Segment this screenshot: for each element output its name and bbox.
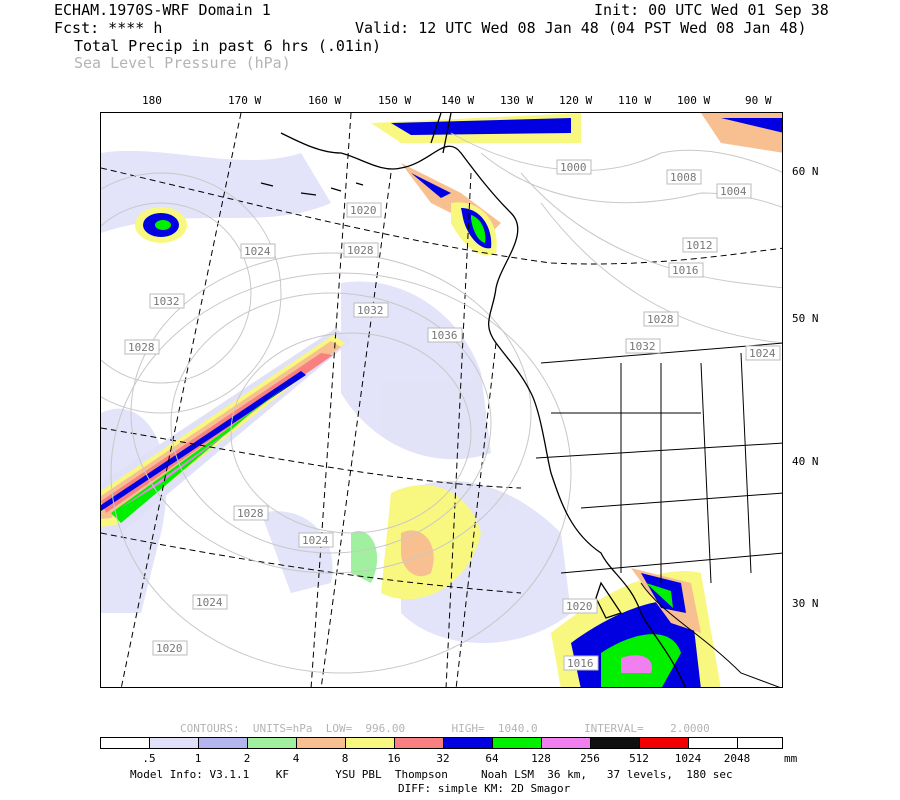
alaska-coast-precip [371,113,782,256]
isobar-label: 1028 [647,313,674,326]
isobar-label: 1016 [567,657,594,670]
lon-label: 100 W [677,94,711,107]
lon-label: 180 [142,94,162,107]
colorbar-swatch [541,737,591,749]
aleutian-precip-cell [135,207,187,243]
isobar-label: 1016 [672,264,699,277]
colorbar-swatch [688,737,738,749]
baja-precip-system [551,568,721,687]
isobar-label: 1024 [749,347,776,360]
map-panel[interactable]: 1000 1008 1004 1012 1016 1020 1024 1028 … [100,112,783,688]
colorbar-value: 2048 [723,752,751,765]
colorbar-value: 1 [194,752,202,765]
colorbar-swatch [100,737,150,749]
colorbar-value: 64 [485,752,499,765]
field-slp-title: Sea Level Pressure (hPa) [74,54,291,72]
isobar-label: 1008 [670,171,697,184]
isobar-label: 1028 [128,341,155,354]
colorbar-value: 32 [436,752,450,765]
isobar-label: 1020 [350,204,377,217]
lat-label: 30 N [792,597,819,610]
isobar-label: 1024 [244,245,271,258]
lon-label: 140 W [441,94,475,107]
lat-label: 40 N [792,455,819,468]
colorbar-swatch [198,737,248,749]
colorbar-swatch [639,737,689,749]
coastlines [260,113,686,687]
lon-label: 160 W [308,94,342,107]
isobar-label: 1020 [566,600,593,613]
field-precip-title: Total Precip in past 6 hrs (.01in) [74,37,382,55]
colorbar-swatch [296,737,346,749]
colorbar-swatch [149,737,199,749]
colorbar-swatch [247,737,297,749]
isobar-label: 1012 [686,239,713,252]
lon-label: 150 W [378,94,412,107]
isobar-label: 1004 [720,185,747,198]
colorbar-swatch [492,737,542,749]
diff-info: DIFF: simple KM: 2D Smagor [398,782,571,795]
lon-label: 90 W [745,94,772,107]
isobar-label: 1032 [629,340,656,353]
precip-colorbar [100,737,783,750]
isobar-label: 1036 [431,329,458,342]
colorbar-swatch [443,737,493,749]
init-time: Init: 00 UTC Wed 01 Sep 38 [594,1,829,19]
isobar-label: 1000 [560,161,587,174]
colorbar-swatch [737,737,783,749]
valid-time: Valid: 12 UTC Wed 08 Jan 48 (04 PST Wed … [355,19,807,37]
isobar-label: 1024 [196,596,223,609]
lon-label: 110 W [618,94,652,107]
lon-label: 130 W [500,94,534,107]
colorbar-swatch [394,737,444,749]
isobars [101,132,782,674]
isobar-label: 1028 [347,244,374,257]
lon-label: 120 W [559,94,593,107]
eastern-pacific-precip [351,485,481,600]
colorbar-value: .5 [142,752,156,765]
colorbar-value: 512 [629,752,649,765]
isobar-label: 1024 [302,534,329,547]
isobar-tags: 1000 1008 1004 1012 1016 1020 1024 1028 … [124,159,781,671]
colorbar-value: 4 [292,752,300,765]
contour-info: CONTOURS: UNITS=hPa LOW= 996.00 HIGH= 10… [180,722,710,735]
lat-label: 50 N [792,312,819,325]
forecast-hour: Fcst: **** h [54,19,163,37]
graticule [101,113,782,687]
isobar-label: 1032 [153,295,180,308]
map-canvas: 1000 1008 1004 1012 1016 1020 1024 1028 … [101,113,782,687]
colorbar-swatch [590,737,640,749]
colorbar-value: 2 [243,752,251,765]
isobar-label: 1028 [237,507,264,520]
state-borders [535,342,782,687]
isobar-label: 1032 [357,304,384,317]
colorbar-swatch [345,737,395,749]
colorbar-unit: mm [784,752,798,765]
colorbar-value: 128 [531,752,551,765]
model-title: ECHAM.1970S-WRF Domain 1 [54,1,271,19]
lon-label: 170 W [228,94,262,107]
colorbar-value: 16 [387,752,401,765]
isobar-label: 1020 [156,642,183,655]
lat-label: 60 N [792,165,819,178]
colorbar-value: 8 [341,752,349,765]
colorbar-value: 1024 [674,752,702,765]
model-info: Model Info: V3.1.1 KF YSU PBL Thompson N… [130,768,733,781]
colorbar-value: 256 [580,752,600,765]
